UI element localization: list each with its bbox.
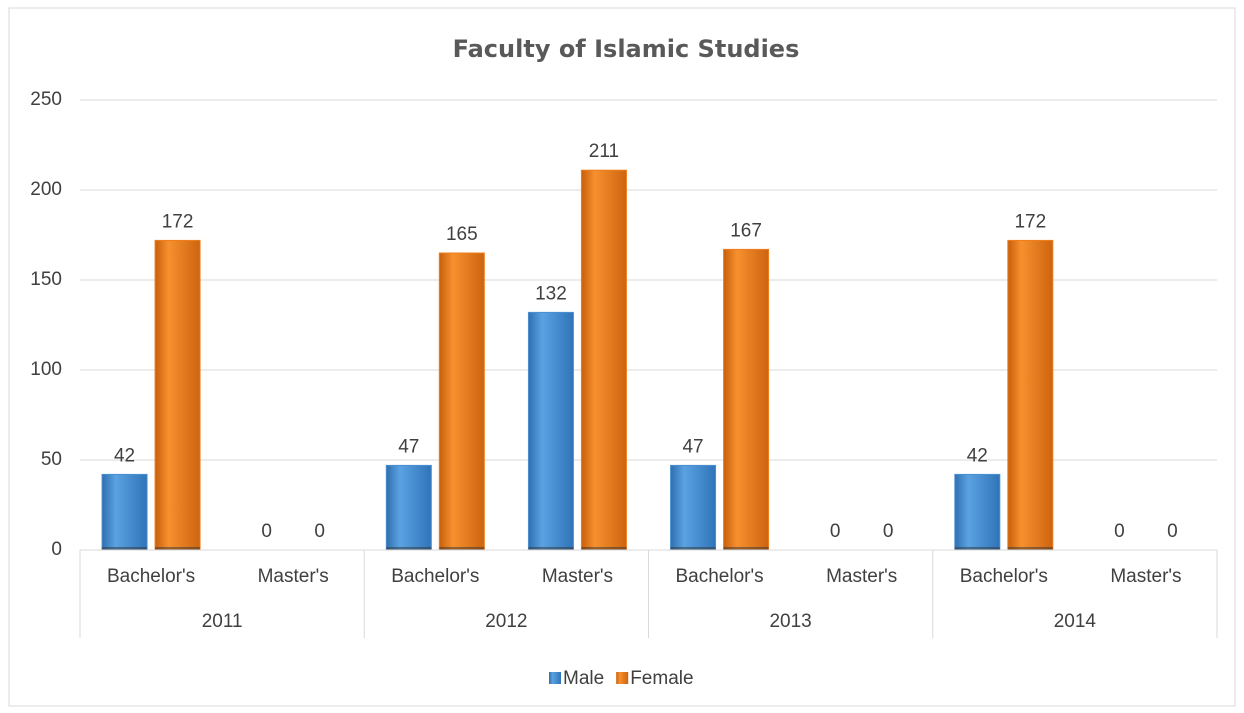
- bar: [385, 464, 432, 551]
- bar-base: [386, 547, 432, 550]
- data-label: 172: [162, 211, 194, 232]
- data-label: 0: [314, 521, 325, 542]
- data-label: 0: [883, 521, 894, 542]
- group-label: 2012: [485, 611, 527, 632]
- x-tick-label: Master's: [1110, 566, 1181, 587]
- data-label: 0: [1167, 521, 1178, 542]
- x-tick-label: Bachelor's: [107, 566, 195, 587]
- bar: [438, 252, 485, 551]
- data-label: 42: [114, 445, 135, 466]
- data-label: 211: [589, 141, 619, 162]
- bar-base: [439, 547, 485, 550]
- group-label: 2011: [202, 611, 243, 632]
- data-label: 0: [261, 521, 272, 542]
- x-tick-label: Bachelor's: [676, 566, 764, 587]
- bar: [954, 473, 1001, 551]
- data-label: 47: [398, 436, 419, 457]
- y-tick-label: 50: [41, 449, 62, 470]
- data-label: 0: [1114, 521, 1125, 542]
- bar-base: [954, 547, 1000, 550]
- x-tick-label: Bachelor's: [960, 566, 1048, 587]
- bar-base: [581, 547, 627, 550]
- x-tick-label: Master's: [258, 566, 329, 587]
- x-tick-label: Bachelor's: [391, 566, 479, 587]
- legend-swatch: [616, 672, 629, 684]
- bar-base: [102, 547, 148, 550]
- data-label: 0: [830, 521, 841, 542]
- data-label: 172: [1014, 211, 1046, 232]
- data-label: 42: [967, 445, 988, 466]
- y-tick-label: 100: [30, 359, 62, 380]
- bar: [670, 464, 717, 551]
- bar: [101, 473, 148, 551]
- y-tick-label: 150: [30, 269, 62, 290]
- legend-swatch: [549, 672, 561, 684]
- bar-base: [528, 547, 574, 550]
- bar: [1007, 239, 1054, 551]
- bar: [527, 311, 574, 551]
- bar: [580, 169, 627, 551]
- y-tick-label: 0: [51, 539, 62, 560]
- bar: [723, 248, 770, 551]
- y-tick-label: 250: [30, 89, 62, 110]
- bar: [154, 239, 201, 551]
- chart-title: Faculty of Islamic Studies: [453, 35, 800, 63]
- x-tick-label: Master's: [826, 566, 897, 587]
- x-tick-label: Master's: [542, 566, 613, 587]
- group-label: 2013: [769, 611, 811, 632]
- y-tick-label: 200: [30, 179, 62, 200]
- legend-label: Female: [630, 668, 693, 689]
- bar-base: [155, 547, 201, 550]
- bar-base: [1007, 547, 1053, 550]
- data-label: 165: [446, 224, 478, 245]
- data-label: 47: [682, 436, 703, 457]
- bar-base: [723, 547, 769, 550]
- group-label: 2014: [1054, 611, 1097, 632]
- legend-label: Male: [563, 668, 604, 689]
- bar-base: [670, 547, 716, 550]
- data-label: 132: [535, 283, 567, 304]
- data-label: 167: [730, 220, 762, 241]
